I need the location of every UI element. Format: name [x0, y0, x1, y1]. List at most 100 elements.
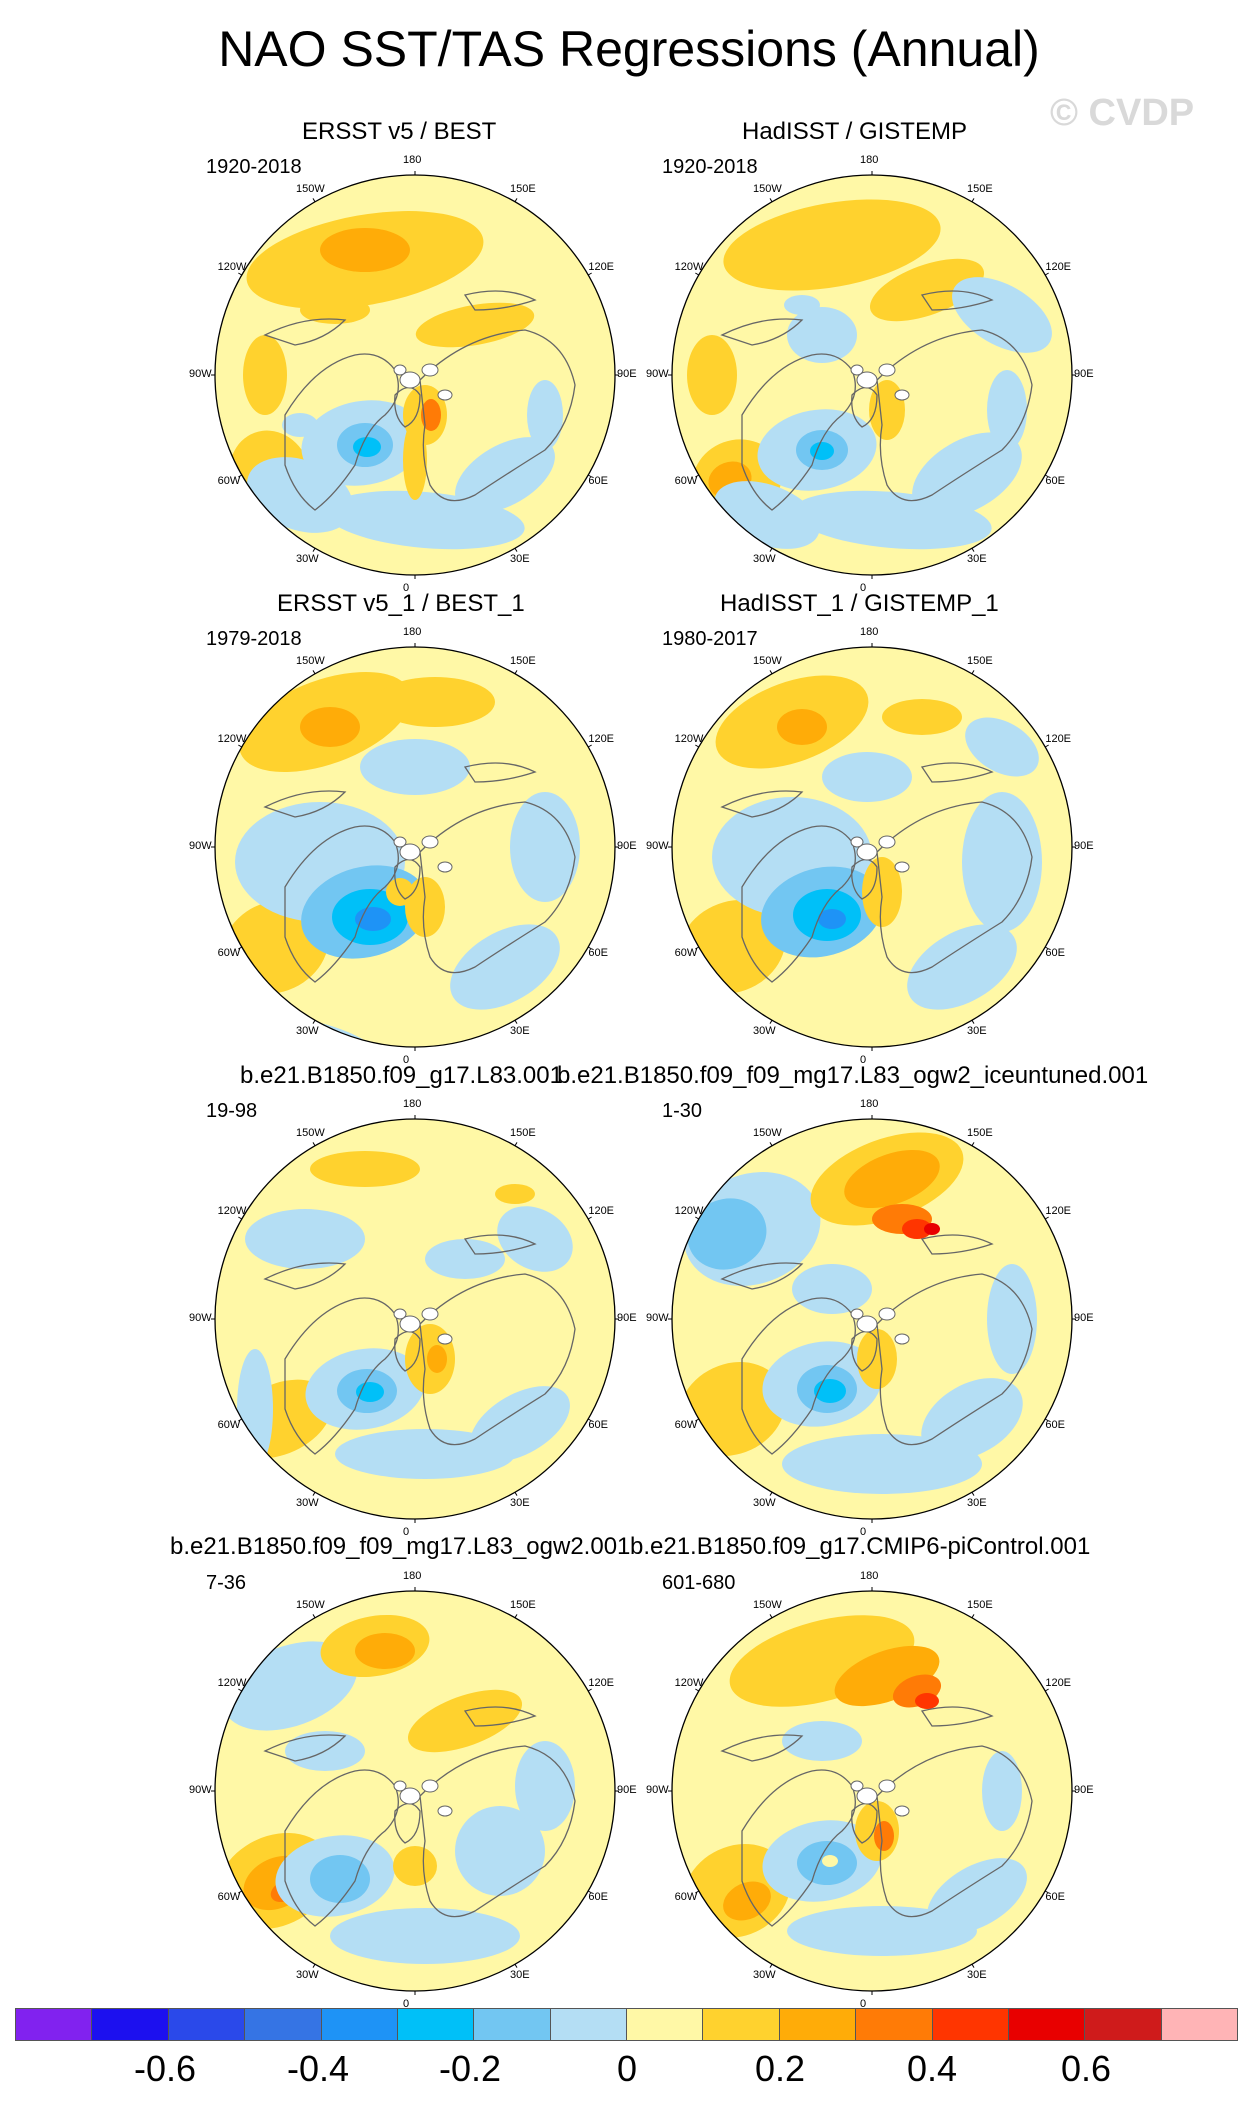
longitude-label: 60W [674, 947, 698, 959]
anomaly-region [393, 1846, 437, 1886]
longitude-label: 60E [588, 1891, 608, 1903]
longitude-tick [312, 670, 316, 675]
coastline [419, 1273, 576, 1446]
field-shading [215, 175, 615, 575]
arctic-island [878, 363, 896, 377]
arctic-island [421, 1779, 439, 1793]
panel-title-5: b.e21.B1850.f09_g17.L83.001 [240, 1062, 563, 1089]
longitude-label: 180 [860, 1098, 879, 1110]
coastline [876, 1745, 1033, 1918]
longitude-label: 0 [403, 1054, 410, 1066]
colorbar-tick-label: 0.4 [906, 2048, 958, 2089]
longitude-tick [1044, 1418, 1049, 1422]
anomaly-region [353, 437, 381, 457]
longitude-tick [769, 1614, 773, 1619]
longitude-tick [695, 1688, 700, 1692]
longitude-label: 60W [674, 1891, 698, 1903]
longitude-tick [971, 1614, 975, 1619]
longitude-tick [587, 474, 592, 478]
longitude-tick [238, 946, 243, 950]
longitude-label: 150E [510, 1598, 536, 1611]
colorbar-tick-label: 0.2 [754, 2048, 806, 2089]
arctic-island [393, 364, 407, 376]
map-panel-8: 180 150E 120E 90E 60E 30E 0 30W 60W 90W 120W 150W [646, 1570, 1094, 2010]
longitude-label: 30E [510, 1969, 530, 1982]
longitude-label: 150W [296, 1126, 325, 1139]
longitude-label: 120W [217, 733, 247, 745]
polar-map [211, 171, 619, 579]
coastline [263, 790, 347, 818]
longitude-tick [514, 1491, 518, 1496]
anomaly-region [330, 1908, 520, 1964]
longitude-tick [971, 1019, 975, 1024]
longitude-tick [238, 1216, 243, 1220]
colorbar [15, 2008, 1238, 2041]
arctic-island [856, 843, 878, 861]
arctic-island [894, 1333, 910, 1345]
panel-title-8: b.e21.B1850.f09_g17.CMIP6-piControl.001 [630, 1533, 1091, 1560]
longitude-label: 90W [189, 368, 212, 380]
longitude-label: 150E [510, 654, 536, 667]
longitude-label: 60W [217, 1891, 241, 1903]
longitude-tick [695, 1216, 700, 1220]
coastline [920, 290, 994, 311]
anomaly-region [355, 907, 391, 931]
anomaly-region [869, 258, 985, 322]
longitude-tick [695, 946, 700, 950]
longitude-label: 30E [510, 553, 530, 566]
longitude-label: 0 [860, 582, 867, 594]
map-panel-4: 180 150E 120E 90E 60E 30E 0 30W 60W 90W 120W 150W [646, 626, 1094, 1066]
panel-title-1: ERSST v5 / BEST [302, 118, 497, 145]
arctic-island [878, 1307, 896, 1321]
anomaly-region [907, 924, 1017, 1010]
longitude-label: 90E [617, 1784, 637, 1796]
longitude-tick [312, 1491, 316, 1496]
field-shading [672, 1119, 1072, 1519]
panel-title-3: ERSST v5_1 / BEST_1 [277, 590, 525, 617]
colorbar-tick-label: 0.6 [1060, 2048, 1112, 2089]
map-panel-2: 180 150E 120E 90E 60E 30E 0 30W 60W 90W 120W 150W [646, 154, 1094, 594]
longitude-label: 60E [1045, 947, 1065, 959]
colorbar-swatch [931, 2008, 1009, 2041]
longitude-label: 150E [967, 182, 993, 195]
longitude-label: 30W [296, 1969, 319, 1982]
longitude-label: 60W [217, 475, 241, 487]
anomaly-region [415, 302, 535, 348]
coastline [284, 1297, 399, 1455]
longitude-label: 150E [510, 182, 536, 195]
longitude-label: 120W [674, 733, 704, 745]
anomaly-region [237, 1349, 273, 1469]
colorbar-swatch [320, 2008, 398, 2041]
longitude-tick [1044, 1688, 1049, 1692]
longitude-label: 90E [617, 368, 637, 380]
longitude-label: 120E [588, 733, 615, 745]
longitude-label: 180 [860, 154, 879, 166]
anomaly-region [723, 199, 941, 291]
longitude-label: 120W [217, 1677, 247, 1689]
colorbar-swatch [244, 2008, 322, 2041]
coastline [920, 762, 994, 783]
longitude-label: 30W [296, 1497, 319, 1510]
colorbar-tick-label: -0.6 [133, 2048, 197, 2089]
longitude-label: 30W [753, 1497, 776, 1510]
arctic-island [399, 371, 421, 389]
coastline [741, 353, 856, 511]
longitude-tick [769, 1491, 773, 1496]
anomaly-region [375, 677, 495, 727]
longitude-label: 60W [674, 1419, 698, 1431]
longitude-label: 150W [753, 1598, 782, 1611]
coastline [920, 1706, 994, 1727]
longitude-label: 90E [617, 1312, 637, 1324]
longitude-label: 30W [753, 1969, 776, 1982]
panel-years-5: 19-98 [206, 1100, 258, 1122]
arctic-island [850, 1780, 864, 1792]
polar-map [668, 1115, 1076, 1523]
longitude-tick [1044, 272, 1049, 276]
arctic-island [850, 364, 864, 376]
coastline [419, 801, 576, 974]
colorbar-swatch [473, 2008, 551, 2041]
longitude-tick [312, 547, 316, 552]
colorbar-tick-label: -0.4 [286, 2048, 350, 2089]
longitude-tick [971, 198, 975, 203]
map-panel-1: 180 150E 120E 90E 60E 30E 0 30W 60W 90W 120W 150W [189, 154, 637, 594]
